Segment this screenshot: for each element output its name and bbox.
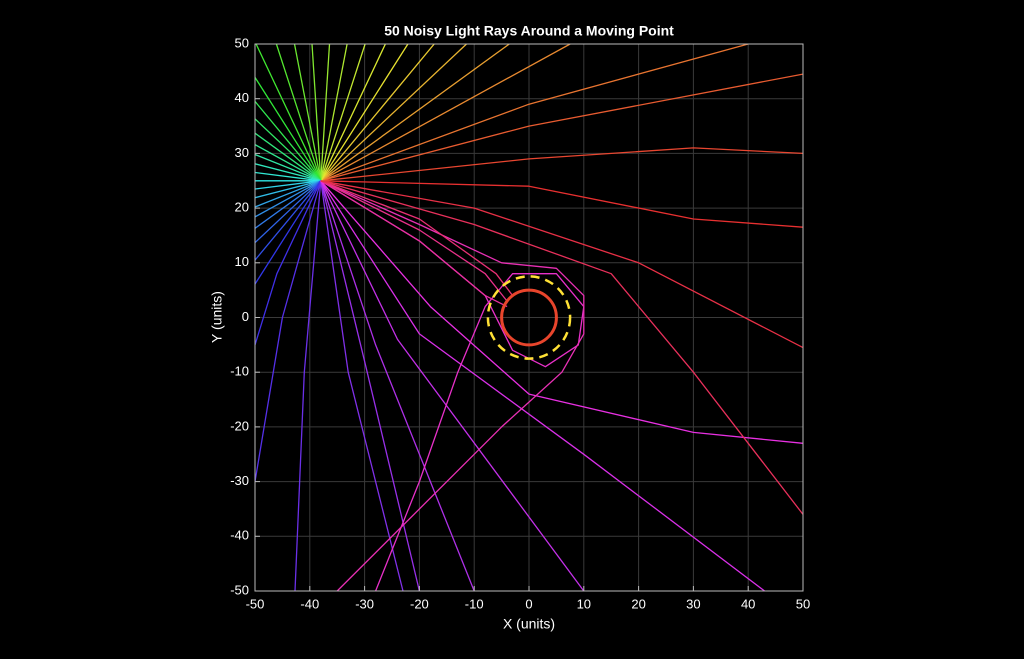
light-ray [293, 44, 322, 181]
y-tick-label: -50 [230, 582, 249, 597]
y-tick-label: -40 [230, 528, 249, 543]
x-tick-label: 40 [741, 596, 755, 611]
light-ray [320, 44, 467, 182]
light-ray [320, 180, 803, 515]
x-tick-label: 20 [631, 596, 645, 611]
light-ray [320, 180, 508, 308]
light-ray [320, 180, 803, 349]
light-ray [255, 180, 321, 190]
x-tick-label: 10 [577, 596, 591, 611]
light-ray [320, 180, 404, 591]
y-tick-label: -30 [230, 473, 249, 488]
light-ray [255, 180, 322, 346]
x-tick-label: -30 [355, 596, 374, 611]
light-ray [320, 180, 585, 591]
y-tick-label: 0 [242, 309, 249, 324]
y-tick-label: 20 [235, 200, 249, 215]
light-ray [255, 180, 321, 199]
light-ray [255, 180, 322, 208]
light-ray [255, 171, 321, 182]
x-tick-label: 0 [525, 596, 532, 611]
light-ray [255, 180, 322, 229]
light-ray [320, 180, 421, 591]
light-ray [320, 180, 475, 591]
y-tick-label: 40 [235, 90, 249, 105]
light-ray [320, 44, 366, 182]
x-tick-label: -20 [410, 596, 429, 611]
light-ray [255, 44, 322, 182]
light-ray [255, 180, 322, 261]
light-ray [275, 44, 322, 182]
light-ray [255, 180, 322, 218]
light-ray [294, 180, 322, 591]
light-ray [320, 180, 585, 591]
light-ray [255, 132, 322, 182]
y-tick-label: -10 [230, 364, 249, 379]
light-ray [320, 44, 331, 181]
chart-title: 50 Noisy Light Rays Around a Moving Poin… [384, 23, 674, 39]
light-ray [320, 44, 510, 182]
light-ray [320, 180, 803, 444]
y-tick-label: 30 [235, 145, 249, 160]
y-tick-label: -20 [230, 418, 249, 433]
light-ray [320, 180, 765, 591]
light-ray [255, 163, 321, 182]
light-ray [255, 77, 322, 182]
x-tick-label: 50 [796, 596, 810, 611]
light-ray [255, 118, 322, 182]
plot-area [255, 44, 803, 591]
x-tick-label: -10 [465, 596, 484, 611]
light-ray [255, 100, 322, 182]
light-ray [320, 180, 803, 228]
light-ray [320, 44, 571, 182]
light-ray [320, 44, 435, 182]
light-ray [255, 180, 322, 244]
x-tick-label: 30 [686, 596, 700, 611]
light-ray [320, 147, 803, 182]
light-ray [320, 44, 348, 181]
y-axis-label: Y (units) [209, 291, 225, 343]
light-ray [320, 44, 749, 182]
light-ray [320, 44, 386, 182]
x-axis-label: X (units) [503, 616, 555, 632]
light-ray [255, 144, 322, 182]
y-tick-label: 50 [235, 35, 249, 50]
light-ray [320, 44, 409, 182]
light-ray [320, 73, 803, 182]
light-ray [320, 180, 508, 302]
light-ray [255, 153, 322, 182]
light-ray [255, 180, 322, 285]
light-ray [311, 44, 322, 181]
y-tick-label: 10 [235, 254, 249, 269]
x-tick-label: -50 [246, 596, 265, 611]
light-ray [255, 180, 322, 482]
x-tick-label: -40 [300, 596, 319, 611]
event-horizon [500, 288, 558, 347]
photon-sphere [486, 275, 572, 360]
